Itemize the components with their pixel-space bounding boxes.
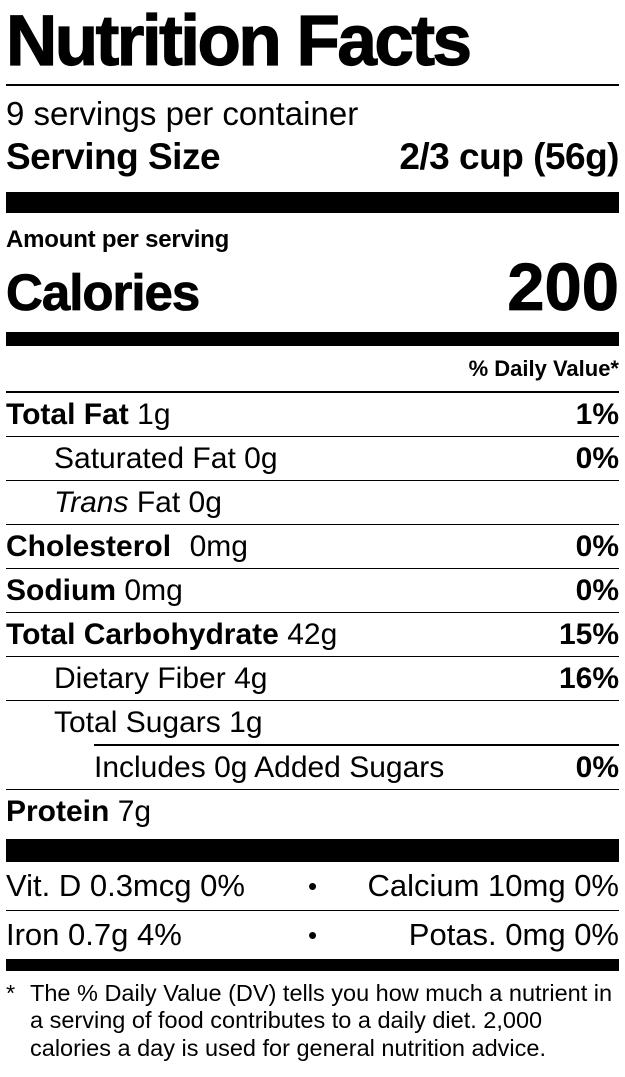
nutrient-row-saturated-fat: Saturated Fat 0g 0% bbox=[6, 437, 619, 481]
nutrient-row-cholesterol: Cholesterol 0mg 0% bbox=[6, 525, 619, 569]
amount-per-serving-label: Amount per serving bbox=[6, 226, 230, 253]
nutrient-name: Includes 0g Added Sugars bbox=[94, 750, 445, 784]
nutrient-dv: 0% bbox=[575, 574, 619, 607]
nutrient-row-trans-fat: Trans Fat 0g bbox=[6, 481, 619, 525]
micronutrient-row-2: Iron 0.7g 4% • Potas. 0mg 0% bbox=[6, 911, 619, 959]
footnote-text: The % Daily Value (DV) tells you how muc… bbox=[30, 979, 613, 1061]
bottom-divider-bar bbox=[6, 958, 619, 971]
nutrient-row-sodium: Sodium 0mg 0% bbox=[6, 569, 619, 613]
medium-divider-bar bbox=[6, 332, 619, 346]
calories-label: Calories bbox=[6, 264, 201, 322]
footnote: * The % Daily Value (DV) tells you how m… bbox=[6, 971, 619, 1063]
protein-divider-bar bbox=[6, 838, 619, 862]
nutrient-name: Sodium bbox=[6, 574, 116, 607]
nutrient-row-total-carbohydrate: Total Carbohydrate 42g 15% bbox=[6, 613, 619, 657]
bullet-separator: • bbox=[307, 870, 318, 901]
nutrient-amount: 4g bbox=[234, 662, 268, 695]
nutrient-dv: 16% bbox=[558, 662, 619, 695]
micronutrient-row-1: Vit. D 0.3mcg 0% • Calcium 10mg 0% bbox=[6, 862, 619, 911]
title-divider bbox=[6, 84, 619, 86]
nutrient-amount: 1g bbox=[137, 398, 171, 431]
daily-value-header: % Daily Value* bbox=[6, 346, 619, 393]
servings-per-container: 9 servings per container bbox=[6, 95, 359, 132]
nutrient-row-total-sugars: Total Sugars 1g bbox=[6, 701, 619, 744]
nutrient-amount: 7g bbox=[117, 794, 152, 828]
added-sugars-partial-rule bbox=[94, 744, 619, 746]
nutrient-row-protein: Protein 7g bbox=[6, 790, 619, 839]
nutrient-amount: 0mg bbox=[189, 530, 248, 563]
nutrient-row-added-sugars: Includes 0g Added Sugars 0% bbox=[6, 746, 619, 790]
calories-value: 200 bbox=[507, 250, 620, 325]
serving-size-value: 2/3 cup (56g) bbox=[399, 136, 619, 177]
serving-size-label: Serving Size bbox=[6, 136, 221, 177]
label-title: Nutrition Facts bbox=[5, 1, 472, 81]
nutrient-dv: 15% bbox=[558, 618, 619, 651]
nutrient-amount: 0mg bbox=[124, 574, 183, 607]
nutrient-name: Saturated Fat bbox=[54, 442, 236, 475]
nutrient-dv: 0% bbox=[575, 530, 619, 563]
thick-divider-bar bbox=[6, 192, 619, 213]
nutrient-dv: 0% bbox=[575, 442, 619, 475]
nutrient-name: Cholesterol bbox=[6, 530, 172, 563]
nutrient-amount: 0g bbox=[244, 442, 278, 475]
nutrient-row-total-fat: Total Fat 1g 1% bbox=[6, 393, 619, 437]
nutrient-name: Protein bbox=[6, 794, 110, 828]
nutrient-amount: 42g bbox=[287, 618, 338, 651]
nutrient-row-dietary-fiber: Dietary Fiber 4g 16% bbox=[6, 657, 619, 701]
micro-vitamin-d: Vit. D 0.3mcg 0% bbox=[6, 867, 245, 903]
micro-potassium: Potas. 0mg 0% bbox=[408, 916, 619, 952]
micro-calcium: Calcium 10mg 0% bbox=[367, 867, 619, 903]
footnote-asterisk: * bbox=[6, 979, 16, 1006]
serving-size-row: Serving Size 2/3 cup (56g) bbox=[6, 134, 619, 192]
nutrient-amount: 1g bbox=[229, 706, 263, 739]
calories-row: Calories 200 bbox=[6, 250, 620, 332]
nutrient-amount: Fat 0g bbox=[136, 486, 222, 519]
micro-iron: Iron 0.7g 4% bbox=[6, 916, 182, 952]
nutrient-name: Total Carbohydrate bbox=[6, 618, 279, 651]
nutrient-dv: 1% bbox=[575, 398, 619, 431]
nutrient-name: Trans bbox=[54, 486, 129, 519]
bullet-separator: • bbox=[307, 919, 318, 950]
nutrient-name: Total Sugars bbox=[54, 706, 221, 739]
nutrient-name: Total Fat bbox=[6, 398, 129, 431]
nutrient-name: Dietary Fiber bbox=[54, 662, 226, 695]
nutrient-dv: 0% bbox=[575, 750, 619, 784]
